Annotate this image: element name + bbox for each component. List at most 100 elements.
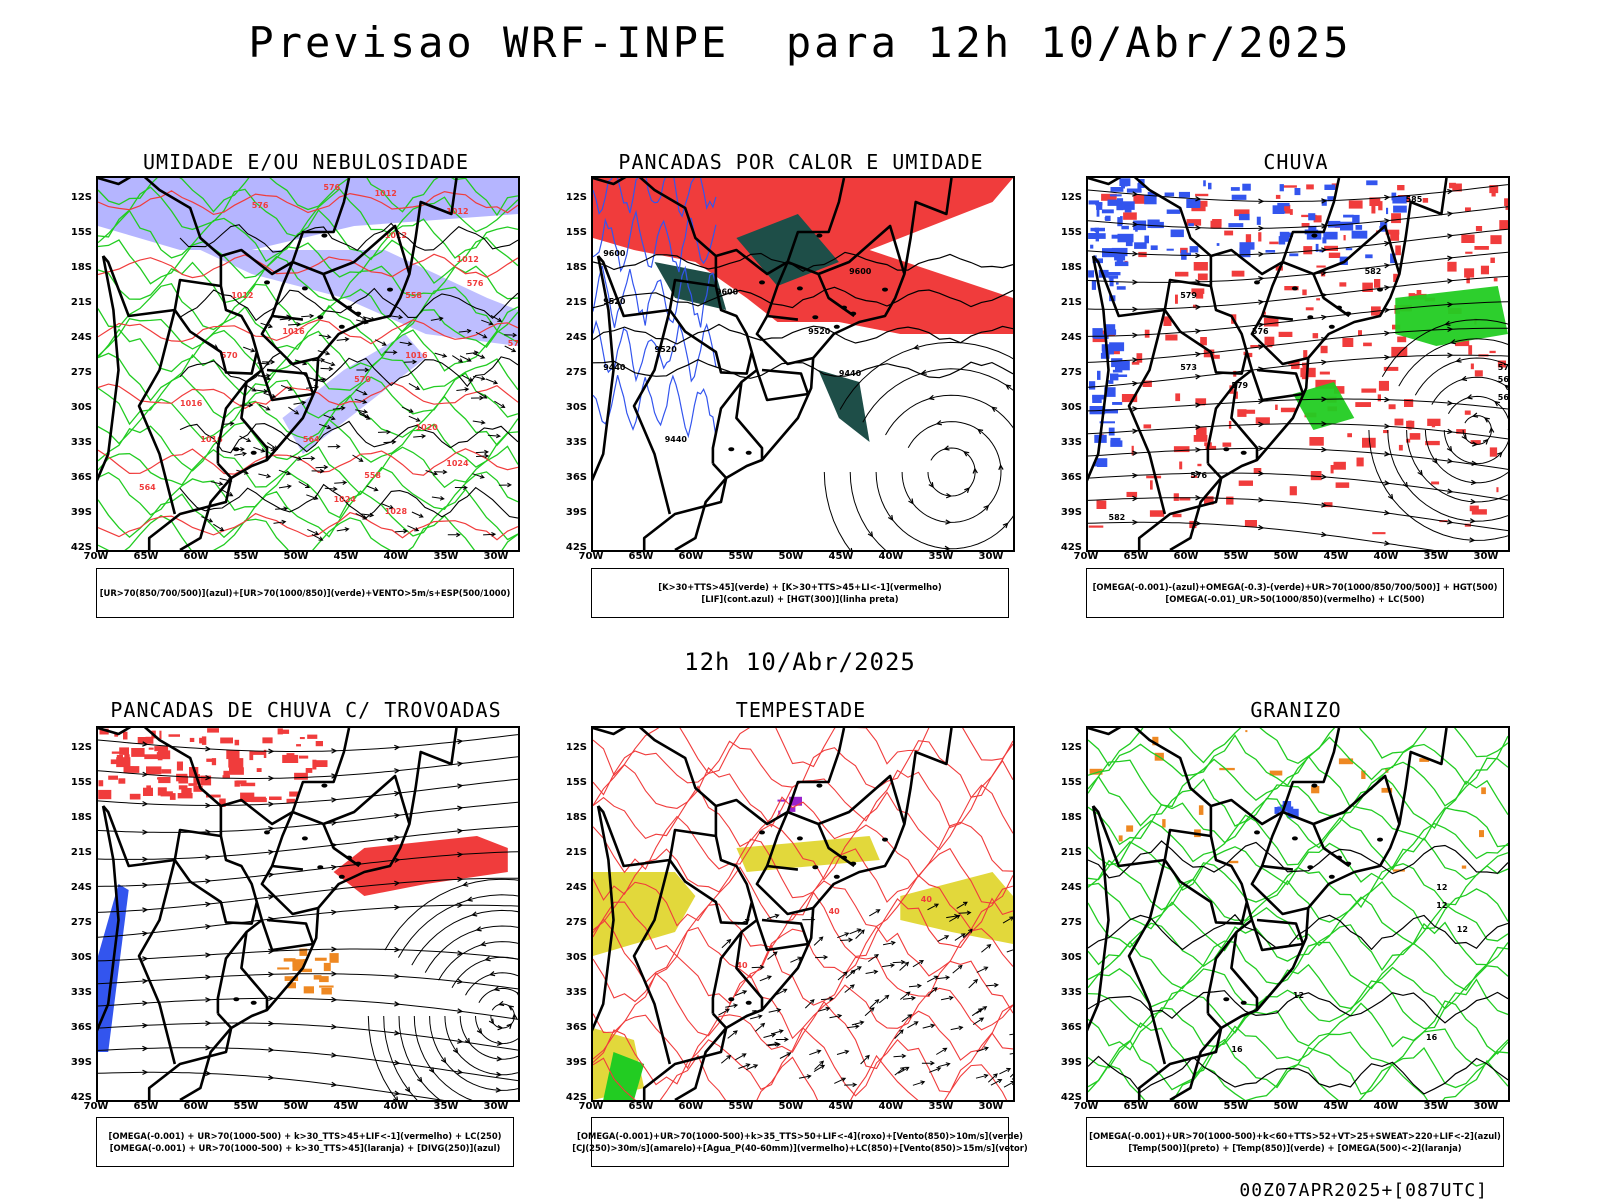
lon-tick-label: 30W <box>1473 551 1499 562</box>
lat-tick-label: 39S <box>70 1057 92 1068</box>
panel-1-map: 1012 1012 1012 1012 1012 1016 1016 1016 1016 1020… <box>96 176 520 552</box>
lon-tick-label: 65W <box>1123 1101 1149 1112</box>
lat-tick-label: 15S <box>565 227 587 238</box>
lon-tick-label: 35W <box>928 1101 954 1112</box>
lon-tick-label: 50W <box>283 1101 309 1112</box>
panel-5-map-graphic: 40 40 40 <box>593 728 1013 1100</box>
contour-label: 1016 <box>405 351 428 360</box>
lon-tick-label: 50W <box>283 551 309 562</box>
contour-label: 12 <box>1457 925 1468 934</box>
country-borders <box>1088 728 1448 1100</box>
lat-tick-label: 39S <box>1060 507 1082 518</box>
panel-6-title: GRANIZO <box>1250 698 1342 722</box>
contour-label: 12 <box>1436 901 1447 910</box>
contour-label: 579 <box>1231 381 1248 390</box>
panel-5-map: 40 40 40 <box>591 726 1015 1102</box>
lat-tick-label: 18S <box>70 812 92 823</box>
coastline <box>642 178 953 550</box>
contour-label: 9600 <box>716 287 739 296</box>
lat-tick-label: 21S <box>565 847 587 858</box>
panel-2-map: 9600 9600 9600 9520 9520 9520 9440 9440 9440 <box>591 176 1015 552</box>
panel-2-legend: [K>30+TTS>45](verde) + [K>30+TTS>45+LI<-… <box>591 568 1009 618</box>
contour-label: 576 <box>323 183 340 192</box>
lat-tick-label: 15S <box>70 227 92 238</box>
lat-tick-label: 15S <box>70 777 92 788</box>
lat-tick-label: 39S <box>565 507 587 518</box>
contour-label: 585 <box>1406 195 1423 204</box>
lat-tick-label: 30S <box>565 952 587 963</box>
panel-1-map-graphic: 1012 1012 1012 1012 1012 1016 1016 1016 1016 1020… <box>98 178 518 550</box>
jet-yellow-west <box>593 872 696 956</box>
contour-label: 16 <box>1231 1045 1243 1054</box>
lat-tick-label: 27S <box>565 367 587 378</box>
lon-tick-label: 30W <box>978 1101 1004 1112</box>
lat-tick-label: 39S <box>1060 1057 1082 1068</box>
contour-label: 1016 <box>200 435 223 444</box>
lon-tick-label: 70W <box>578 1101 604 1112</box>
lon-tick-label: 35W <box>433 1101 459 1112</box>
coastline <box>147 178 458 550</box>
lon-tick-label: 35W <box>1423 1101 1449 1112</box>
legend-line: [OMEGA(-0.001) + UR>70(1000-500) + k>30_… <box>108 1131 502 1141</box>
lat-tick-label: 21S <box>1060 297 1082 308</box>
humidity-lavender-front <box>282 334 426 454</box>
lat-tick-label: 18S <box>565 812 587 823</box>
lat-tick-label: 21S <box>565 297 587 308</box>
lat-tick-label: 30S <box>70 402 92 413</box>
humidity-green-contours <box>98 178 518 550</box>
contour-label: 12 <box>1293 991 1304 1000</box>
contour-label: 9520 <box>603 297 626 306</box>
contour-label: 570 <box>1498 363 1508 372</box>
lon-tick-label: 50W <box>1273 1101 1299 1112</box>
panel-4-legend: [OMEGA(-0.001) + UR>70(1000-500) + k>30_… <box>96 1117 514 1167</box>
lon-tick-label: 50W <box>778 1101 804 1112</box>
contour-label: 570 <box>354 375 371 384</box>
lon-tick-label: 60W <box>183 551 209 562</box>
lon-tick-label: 65W <box>1123 551 1149 562</box>
contour-label: 1012 <box>231 291 253 300</box>
lat-tick-label: 18S <box>1060 262 1082 273</box>
lat-tick-label: 30S <box>1060 952 1082 963</box>
lon-tick-label: 60W <box>1173 551 1199 562</box>
k-tts-green-area-1 <box>736 214 839 286</box>
panel-3-map: 585 582 579 576 573 579 576 582 570 567 564 <box>1086 176 1510 552</box>
contour-label: 1012 <box>457 255 479 264</box>
legend-line: [OMEGA(-0.001)-(azul)+OMEGA(-0.3)-(verde… <box>1092 582 1498 592</box>
lat-tick-label: 33S <box>1060 437 1082 448</box>
contour-label: 1020 <box>416 423 439 432</box>
lat-tick-label: 24S <box>1060 882 1082 893</box>
contour-label: 576 <box>467 279 484 288</box>
lon-tick-label: 40W <box>878 551 904 562</box>
contour-label: 9520 <box>655 345 678 354</box>
lat-tick-label: 12S <box>565 192 587 203</box>
lat-tick-label: 12S <box>70 742 92 753</box>
contour-label: 564 <box>1498 393 1508 402</box>
country-borders <box>98 178 458 550</box>
legend-line: [LIF](cont.azul) + [HGT(300)](linha pret… <box>701 594 899 604</box>
contour-label: 1016 <box>180 399 203 408</box>
legend-line: [UR>70(850/700/500)](azul)+[UR>70(1000/8… <box>99 588 511 598</box>
lon-tick-label: 30W <box>483 1101 509 1112</box>
lat-tick-label: 24S <box>565 332 587 343</box>
panel-3-title: CHUVA <box>1263 150 1329 174</box>
lat-tick-label: 33S <box>565 987 587 998</box>
lat-tick-label: 24S <box>565 882 587 893</box>
lon-tick-label: 60W <box>183 1101 209 1112</box>
contour-label: 1016 <box>282 327 305 336</box>
contour-label: 1024 <box>334 495 357 504</box>
lat-tick-label: 36S <box>70 472 92 483</box>
contour-label: 1028 <box>385 507 408 516</box>
lon-tick-label: 70W <box>83 551 109 562</box>
contour-label: 1024 <box>446 459 469 468</box>
thunderstorm-red-band <box>333 836 508 896</box>
contour-label: 567 <box>1498 375 1508 384</box>
hgt300-anticyclone-contours <box>823 341 1013 550</box>
lat-tick-label: 27S <box>70 367 92 378</box>
lat-tick-label: 18S <box>565 262 587 273</box>
panel-1-title: UMIDADE E/OU NEBULOSIDADE <box>142 150 470 174</box>
lat-tick-label: 12S <box>1060 192 1082 203</box>
lon-tick-label: 70W <box>1073 1101 1099 1112</box>
legend-line: [OMEGA(-0.01)_UR>50(1000/850)(vermelho) … <box>1165 594 1425 604</box>
coastline <box>1137 728 1448 1100</box>
